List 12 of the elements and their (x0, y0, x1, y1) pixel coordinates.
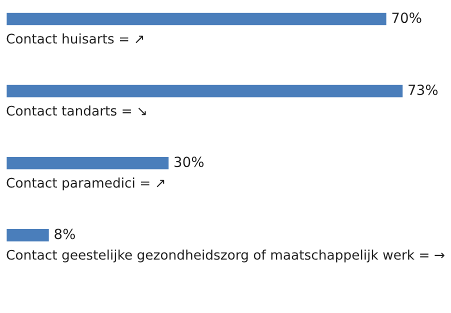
y-tick-label: Contact tandarts = ↘ (6, 105, 146, 116)
data-label: 8% (54, 228, 75, 240)
bar (6, 228, 50, 243)
y-tick-label: Contact huisarts = ↗ (6, 33, 144, 44)
data-label: 30% (174, 156, 204, 168)
y-tick-label: Contact paramedici = ↗ (6, 178, 164, 190)
data-label: 70% (392, 12, 422, 24)
bar (6, 156, 170, 171)
bar (6, 84, 404, 99)
data-label: 73% (408, 84, 438, 96)
bar (6, 11, 388, 27)
y-tick-label: Contact geestelijke gezondheidszorg of maatschappelijk werk = → (6, 250, 444, 262)
